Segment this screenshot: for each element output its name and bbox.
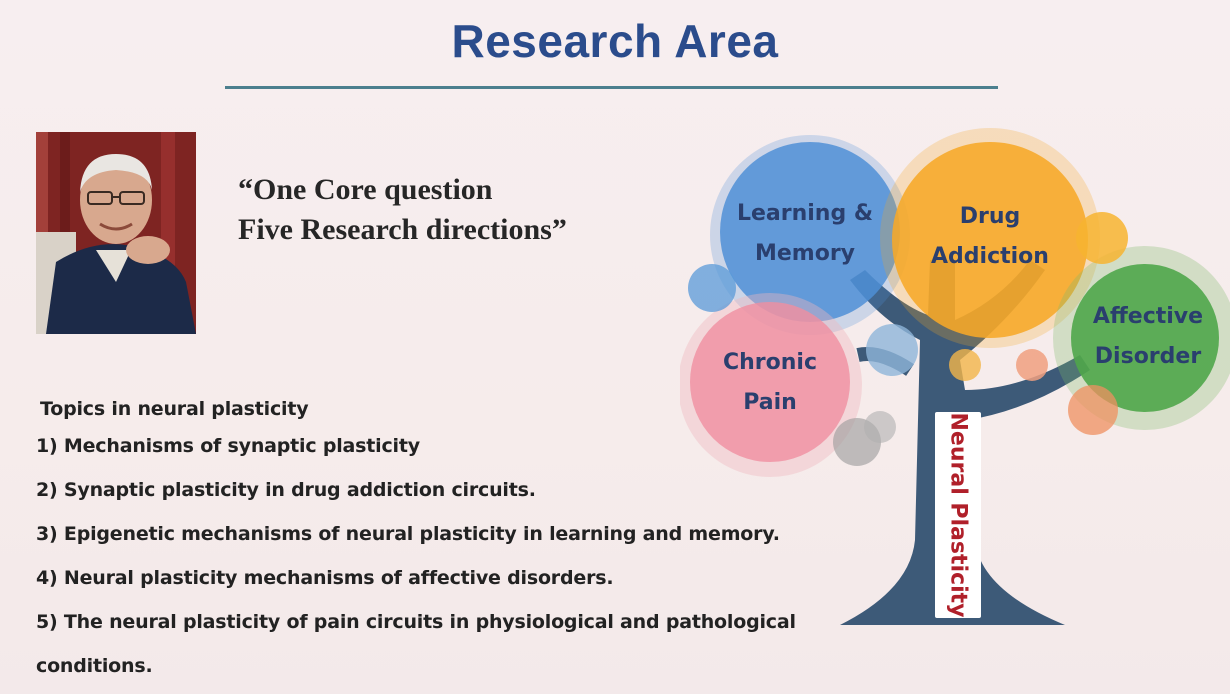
topic-item-5: 5) The neural plasticity of pain circuit… (36, 611, 796, 633)
small-blue-bubble (688, 264, 736, 312)
topic-item-2: 2) Synaptic plasticity in drug addiction… (36, 479, 536, 501)
quote-line-2: Five Research directions” (238, 213, 567, 246)
quote-line-1: “One Core question (238, 173, 493, 206)
chronic-pain-label-line1: Chronic (722, 350, 817, 375)
learning-memory-label-line1: Learning & (736, 201, 874, 226)
learning-memory-label-line2: Memory (754, 241, 856, 266)
small-orange-bubble (1076, 212, 1128, 264)
affective-disorder-label: Affective Disorder (1078, 297, 1218, 377)
affective-disorder-label-line1: Affective (1092, 304, 1204, 329)
topics-list: Topics in neural plasticity 1) Mechanism… (36, 394, 796, 688)
affective-disorder-label-line2: Disorder (1094, 344, 1202, 369)
learning-memory-label: Learning & Memory (705, 194, 905, 274)
chronic-pain-label: Chronic Pain (700, 343, 840, 423)
trunk-label-box: Neural Plasticity (935, 412, 981, 618)
small-salmon-bubble (1016, 349, 1048, 381)
topic-item-1: 1) Mechanisms of synaptic plasticity (36, 435, 420, 457)
small-grey-bubble-2 (864, 411, 896, 443)
trunk-label: Neural Plasticity (945, 412, 971, 618)
small-salmon-bubble-2 (1068, 385, 1118, 435)
drug-addiction-label-line2: Addiction (931, 244, 1049, 269)
quote-block: “One Core question Five Research directi… (238, 170, 567, 250)
drug-addiction-label: Drug Addiction (890, 197, 1090, 277)
title-divider (225, 86, 998, 89)
slide-title: Research Area (451, 15, 779, 67)
topic-item-3: 3) Epigenetic mechanisms of neural plast… (36, 523, 780, 545)
topic-item-4: 4) Neural plasticity mechanisms of affec… (36, 567, 614, 589)
chronic-pain-label-line2: Pain (743, 390, 797, 415)
topics-heading: Topics in neural plasticity (40, 398, 309, 420)
drug-addiction-label-line1: Drug (959, 204, 1021, 229)
small-orange-bubble-2 (949, 349, 981, 381)
portrait-photo (36, 132, 196, 334)
topic-item-5-continuation: conditions. (36, 655, 153, 677)
small-blue-bubble-2 (866, 324, 918, 376)
